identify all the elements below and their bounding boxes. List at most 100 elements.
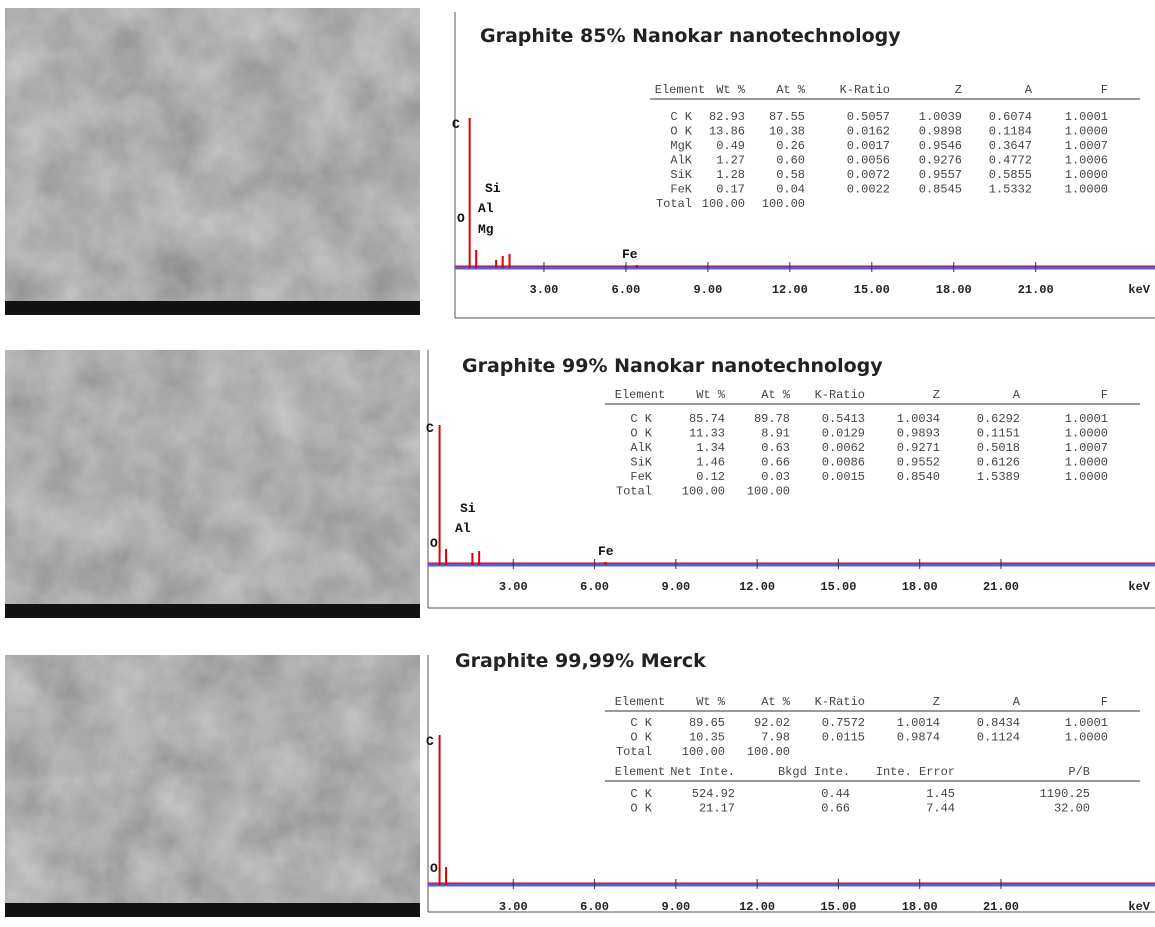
- table-cell: AlK: [670, 154, 692, 168]
- panel-title: Graphite 99,99% Merck: [455, 650, 706, 672]
- table-cell: 0.5057: [847, 110, 890, 124]
- sem-texture: [5, 8, 420, 301]
- table-cell: 0.63: [761, 441, 790, 455]
- table-cell: 100.00: [702, 197, 745, 211]
- table-cell: 0.12: [696, 470, 725, 484]
- table-cell: 0.3647: [989, 139, 1032, 153]
- table-cell: 0.04: [776, 183, 805, 197]
- x-tick-label: 3.00: [499, 580, 528, 594]
- table-cell: 0.49: [716, 139, 745, 153]
- table-cell: 1.0000: [1065, 456, 1108, 470]
- table-cell: 13.86: [709, 125, 745, 139]
- table-cell: 0.9552: [897, 456, 940, 470]
- table-cell: MgK: [670, 139, 692, 153]
- x-tick-label: 18.00: [902, 580, 938, 594]
- x-tick-label: 18.00: [936, 283, 972, 297]
- table-cell: 1.0007: [1065, 139, 1108, 153]
- table-cell: 1.0014: [897, 716, 940, 730]
- table-cell: 100.00: [747, 745, 790, 759]
- table-cell: 1.5389: [977, 470, 1020, 484]
- table-cell: 7.44: [926, 802, 955, 816]
- x-tick-label: 21.00: [1018, 283, 1054, 297]
- x-tick-label: 3.00: [499, 900, 528, 914]
- table-header: At %: [776, 83, 806, 97]
- table-header: A: [1025, 83, 1033, 97]
- table-cell: 1.34: [696, 441, 725, 455]
- table-cell: 1.46: [696, 456, 725, 470]
- x-unit: keV: [1128, 283, 1150, 297]
- table-cell: 0.5413: [822, 412, 865, 426]
- figure: Graphite 85% Nanokar nanotechnologyEleme…: [0, 0, 1155, 927]
- table-cell: 0.6126: [977, 456, 1020, 470]
- table-cell: 1.0000: [1065, 731, 1108, 745]
- table-cell: 1.5332: [989, 183, 1032, 197]
- table-cell: 1.0001: [1065, 110, 1108, 124]
- table-cell: 0.60: [776, 154, 805, 168]
- table-cell: 0.26: [776, 139, 805, 153]
- table-header: Z: [955, 83, 962, 97]
- table-cell: SiK: [630, 456, 652, 470]
- peak-label: O: [430, 536, 438, 551]
- peak-label: O: [430, 861, 438, 876]
- table-cell: 1.0000: [1065, 470, 1108, 484]
- table-cell: 0.9276: [919, 154, 962, 168]
- x-unit: keV: [1128, 580, 1150, 594]
- table-cell: 0.6292: [977, 412, 1020, 426]
- table-cell: C K: [630, 787, 652, 801]
- table-header: K-Ratio: [840, 83, 890, 97]
- table-cell: 0.0017: [847, 139, 890, 153]
- x-tick-label: 21.00: [983, 900, 1019, 914]
- x-tick-label: 9.00: [661, 580, 690, 594]
- table-cell: 0.0022: [847, 183, 890, 197]
- table-cell: 1.0006: [1065, 154, 1108, 168]
- table-cell: 0.8540: [897, 470, 940, 484]
- x-tick-label: 12.00: [772, 283, 808, 297]
- table-cell: 0.4772: [989, 154, 1032, 168]
- table-cell: 0.58: [776, 168, 805, 182]
- table-header: A: [1013, 695, 1021, 709]
- table-cell: 0.8434: [977, 716, 1020, 730]
- peak-label: Al: [455, 521, 471, 536]
- x-tick-label: 6.00: [612, 283, 641, 297]
- table-cell: O K: [670, 125, 692, 139]
- x-unit: keV: [1128, 900, 1150, 914]
- table-header: F: [1101, 83, 1108, 97]
- table-cell: 0.03: [761, 470, 790, 484]
- table-cell: 0.44: [821, 787, 850, 801]
- sem-info-bar: [5, 301, 420, 315]
- table-header: At %: [761, 388, 791, 402]
- table-header: Wt %: [696, 388, 726, 402]
- peak-label: C: [426, 421, 434, 436]
- table-cell: 0.0115: [822, 731, 865, 745]
- peak-label: Fe: [622, 247, 638, 262]
- table-cell: 100.00: [762, 197, 805, 211]
- table-cell: 0.8545: [919, 183, 962, 197]
- table-cell: 1.0000: [1065, 427, 1108, 441]
- peak-label: C: [452, 117, 460, 132]
- table-cell: 10.35: [689, 731, 725, 745]
- peak-label: C: [426, 734, 434, 749]
- x-tick-label: 21.00: [983, 580, 1019, 594]
- table-header: K-Ratio: [815, 695, 865, 709]
- sem-texture: [5, 350, 420, 604]
- table-header: Element: [655, 83, 705, 97]
- table-cell: 82.93: [709, 110, 745, 124]
- table-cell: 0.1124: [977, 731, 1020, 745]
- peak-label: Si: [460, 501, 476, 516]
- table-cell: FeK: [630, 470, 652, 484]
- table-cell: 1.0039: [919, 110, 962, 124]
- table-header: Wt %: [716, 83, 746, 97]
- table-cell: 1.28: [716, 168, 745, 182]
- peak-label: Fe: [598, 544, 614, 559]
- table-cell: 1.45: [926, 787, 955, 801]
- peak-label: Mg: [478, 222, 494, 237]
- table-cell: 0.0062: [822, 441, 865, 455]
- table-cell: 100.00: [682, 745, 725, 759]
- table-cell: 0.66: [821, 802, 850, 816]
- table-cell: AlK: [630, 441, 652, 455]
- table-cell: 0.6074: [989, 110, 1032, 124]
- table-cell: 89.65: [689, 716, 725, 730]
- table-cell: C K: [630, 716, 652, 730]
- table-cell: 0.5855: [989, 168, 1032, 182]
- table-cell: 0.0015: [822, 470, 865, 484]
